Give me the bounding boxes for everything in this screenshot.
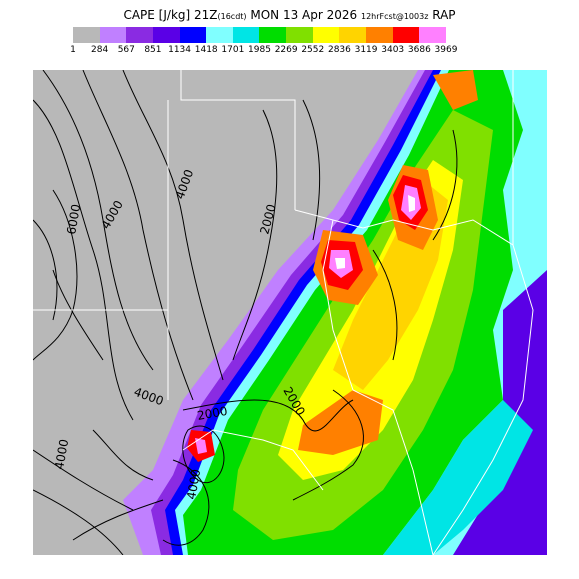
cape-fill-white-core (408, 195, 415, 212)
contour-label-8: 4000 (184, 468, 203, 501)
title-date: MON 13 Apr 2026 (250, 8, 358, 22)
scale-tick-label: 3403 (381, 45, 405, 55)
cape-fill-orange-4 (433, 70, 478, 110)
contour-label-7: 2000 (196, 404, 229, 423)
color-scale-bar (73, 27, 446, 43)
scale-tick-label: 567 (117, 45, 135, 55)
cape-fill-pink-3 (195, 438, 207, 454)
contour-label-1: 6000 (64, 203, 83, 236)
scale-tick-label: 1418 (194, 45, 218, 55)
scale-tick-label: 1 (70, 45, 76, 55)
cape-fill-orange-3 (298, 390, 383, 455)
scale-tick-label: 3686 (407, 45, 431, 55)
color-swatch-11 (366, 27, 393, 43)
color-swatch-2 (126, 27, 153, 43)
scale-tick-label: 284 (91, 45, 109, 55)
scale-tick-label: 3969 (434, 45, 458, 55)
color-scale-labels: 1 284 567 851 1134 1418 1701 1985 2269 2552 2836 31… (60, 45, 480, 57)
color-swatch-10 (339, 27, 367, 43)
title-main: CAPE [J/kg] 21Z (123, 8, 218, 22)
scale-tick-label: 1985 (248, 45, 271, 55)
color-swatch-0 (73, 27, 100, 43)
color-swatch-5 (206, 27, 233, 43)
scale-tick-label: 2836 (327, 45, 351, 55)
cape-fill-east-cyan (383, 400, 533, 555)
cape-map: 6000 4000 4000 2000 2000 4000 2000 4000 … (33, 70, 547, 555)
color-swatch-7 (259, 27, 287, 43)
scale-tick-label: 3119 (354, 45, 378, 55)
scale-tick-label: 1134 (168, 45, 192, 55)
title-local-time: (16cdt) (217, 12, 247, 21)
scale-tick-label: 2269 (274, 45, 298, 55)
title-model: RAP (432, 8, 456, 22)
color-swatch-12 (392, 27, 420, 43)
scale-tick-label: 851 (144, 45, 162, 55)
scale-tick-label: 2552 (301, 45, 325, 55)
color-swatch-3 (152, 27, 180, 43)
scale-tick-label: 1701 (221, 45, 245, 55)
cape-fill-white-core-2 (335, 258, 345, 269)
contour-label-9: 4000 (52, 438, 71, 471)
cape-fill-east-blue (453, 270, 547, 555)
color-swatch-6 (232, 27, 260, 43)
chart-title: CAPE [J/kg] 21Z(16cdt) MON 13 Apr 2026 1… (0, 8, 579, 22)
color-swatch-13 (419, 27, 446, 43)
color-swatch-4 (179, 27, 207, 43)
cape-contours (33, 70, 458, 555)
state-borders (33, 70, 534, 555)
title-forecast: 12hrFcst@1003z (361, 12, 429, 21)
color-swatch-9 (312, 27, 340, 43)
color-swatch-1 (99, 27, 127, 43)
color-swatch-8 (286, 27, 313, 43)
